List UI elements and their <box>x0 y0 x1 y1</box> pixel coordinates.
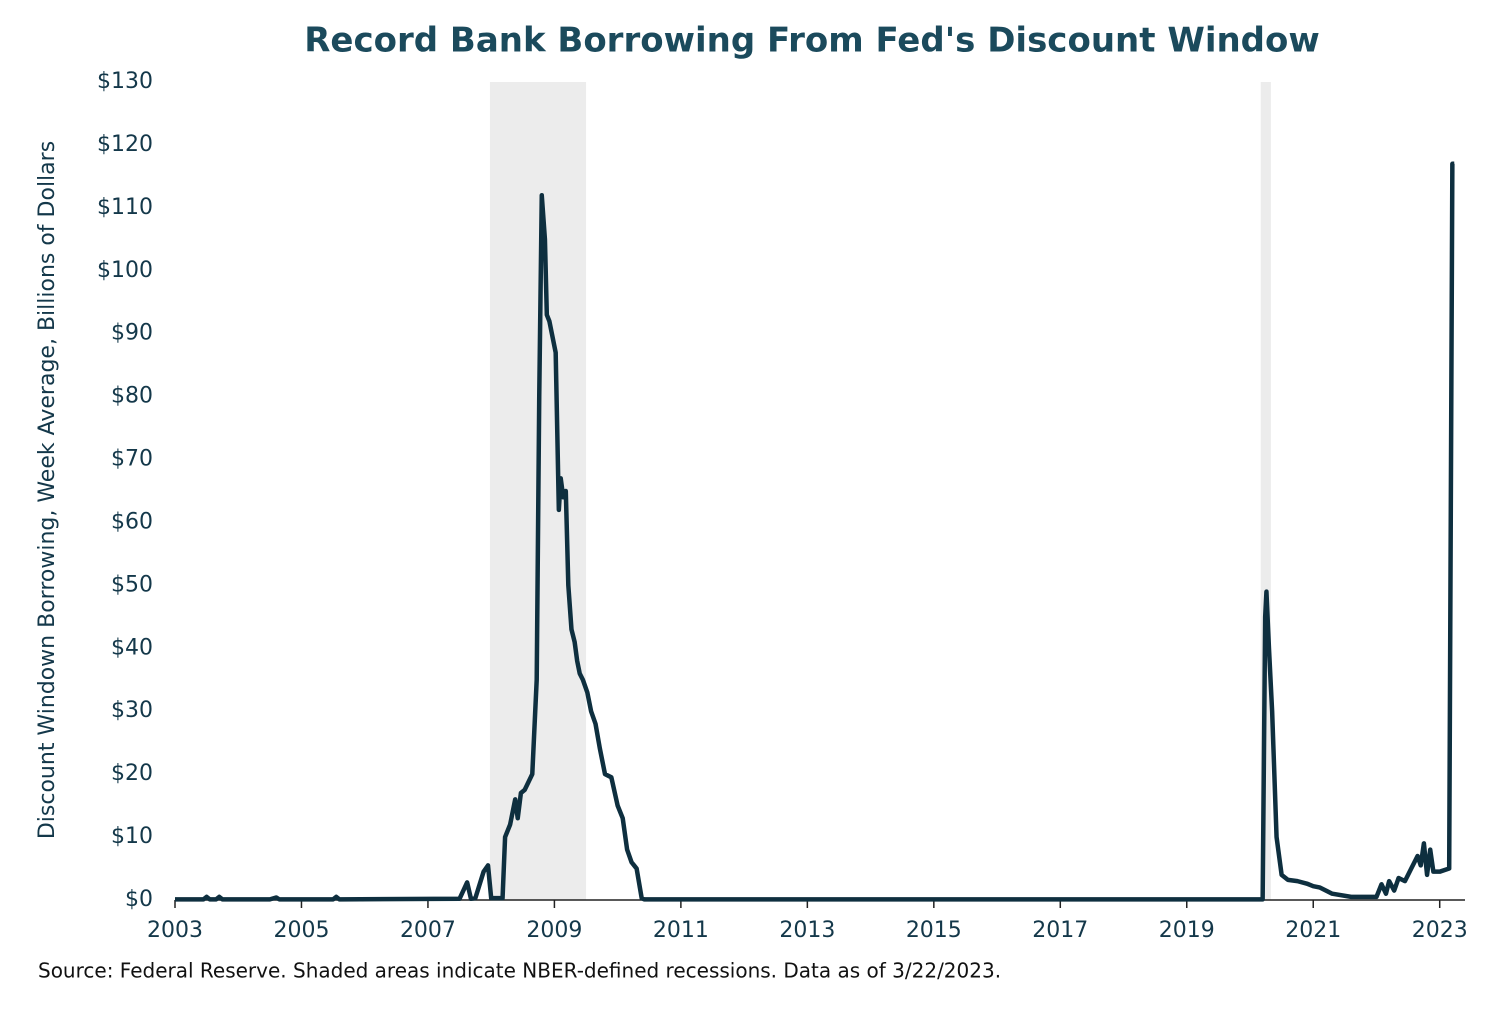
y-tick-label: $110 <box>97 195 153 220</box>
y-tick-label: $20 <box>111 761 153 786</box>
y-tick-label: $60 <box>111 509 153 534</box>
y-tick-label: $70 <box>111 447 153 472</box>
chart-title: Record Bank Borrowing From Fed's Discoun… <box>304 21 1320 61</box>
recession-band <box>1260 82 1271 900</box>
source-note: Source: Federal Reserve. Shaded areas in… <box>38 959 1001 983</box>
y-axis-label: Discount Windown Borrowing, Week Average… <box>35 141 60 839</box>
x-tick-label: 2023 <box>1412 918 1468 943</box>
y-tick-label: $30 <box>111 698 153 723</box>
x-tick-label: 2007 <box>400 918 456 943</box>
data-line <box>175 161 1455 902</box>
y-tick-label: $120 <box>97 132 153 157</box>
y-tick-label: $50 <box>111 572 153 597</box>
y-tick-label: $40 <box>111 635 153 660</box>
y-tick-label: $130 <box>97 69 153 94</box>
x-tick-label: 2003 <box>147 918 203 943</box>
y-tick-label: $90 <box>111 321 153 346</box>
x-tick-label: 2005 <box>273 918 329 943</box>
x-tick-label: 2017 <box>1032 918 1088 943</box>
y-tick-label: $10 <box>111 824 153 849</box>
y-tick-label: $0 <box>125 887 153 912</box>
x-tick-label: 2009 <box>526 918 582 943</box>
x-tick-label: 2011 <box>653 918 709 943</box>
x-tick-label: 2021 <box>1285 918 1341 943</box>
x-tick-label: 2019 <box>1159 918 1215 943</box>
y-tick-label: $100 <box>97 258 153 283</box>
x-tick-label: 2015 <box>906 918 962 943</box>
x-tick-label: 2013 <box>779 918 835 943</box>
y-tick-label: $80 <box>111 384 153 409</box>
